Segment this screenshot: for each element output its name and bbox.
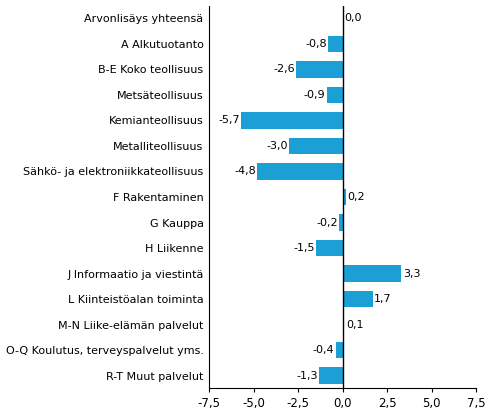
- Bar: [327, 87, 343, 103]
- Text: 0,0: 0,0: [344, 13, 361, 23]
- Bar: [241, 112, 343, 129]
- Text: -0,2: -0,2: [316, 218, 338, 228]
- Text: -0,8: -0,8: [305, 39, 327, 49]
- Text: 1,7: 1,7: [374, 294, 392, 304]
- Text: 0,1: 0,1: [346, 319, 363, 329]
- Bar: [343, 316, 344, 333]
- Text: 0,2: 0,2: [348, 192, 365, 202]
- Text: -0,4: -0,4: [312, 345, 334, 355]
- Bar: [316, 240, 343, 256]
- Bar: [328, 35, 343, 52]
- Text: -4,8: -4,8: [234, 166, 256, 176]
- Text: 3,3: 3,3: [403, 269, 420, 279]
- Bar: [343, 291, 373, 307]
- Text: -0,9: -0,9: [303, 90, 325, 100]
- Bar: [257, 163, 343, 180]
- Bar: [343, 189, 346, 205]
- Text: -1,3: -1,3: [297, 371, 318, 381]
- Text: -2,6: -2,6: [273, 64, 295, 74]
- Bar: [343, 265, 401, 282]
- Bar: [289, 138, 343, 154]
- Bar: [320, 367, 343, 384]
- Text: -3,0: -3,0: [266, 141, 288, 151]
- Text: -5,7: -5,7: [218, 115, 240, 125]
- Bar: [297, 61, 343, 78]
- Bar: [339, 214, 343, 231]
- Text: -1,5: -1,5: [293, 243, 315, 253]
- Bar: [335, 342, 343, 359]
